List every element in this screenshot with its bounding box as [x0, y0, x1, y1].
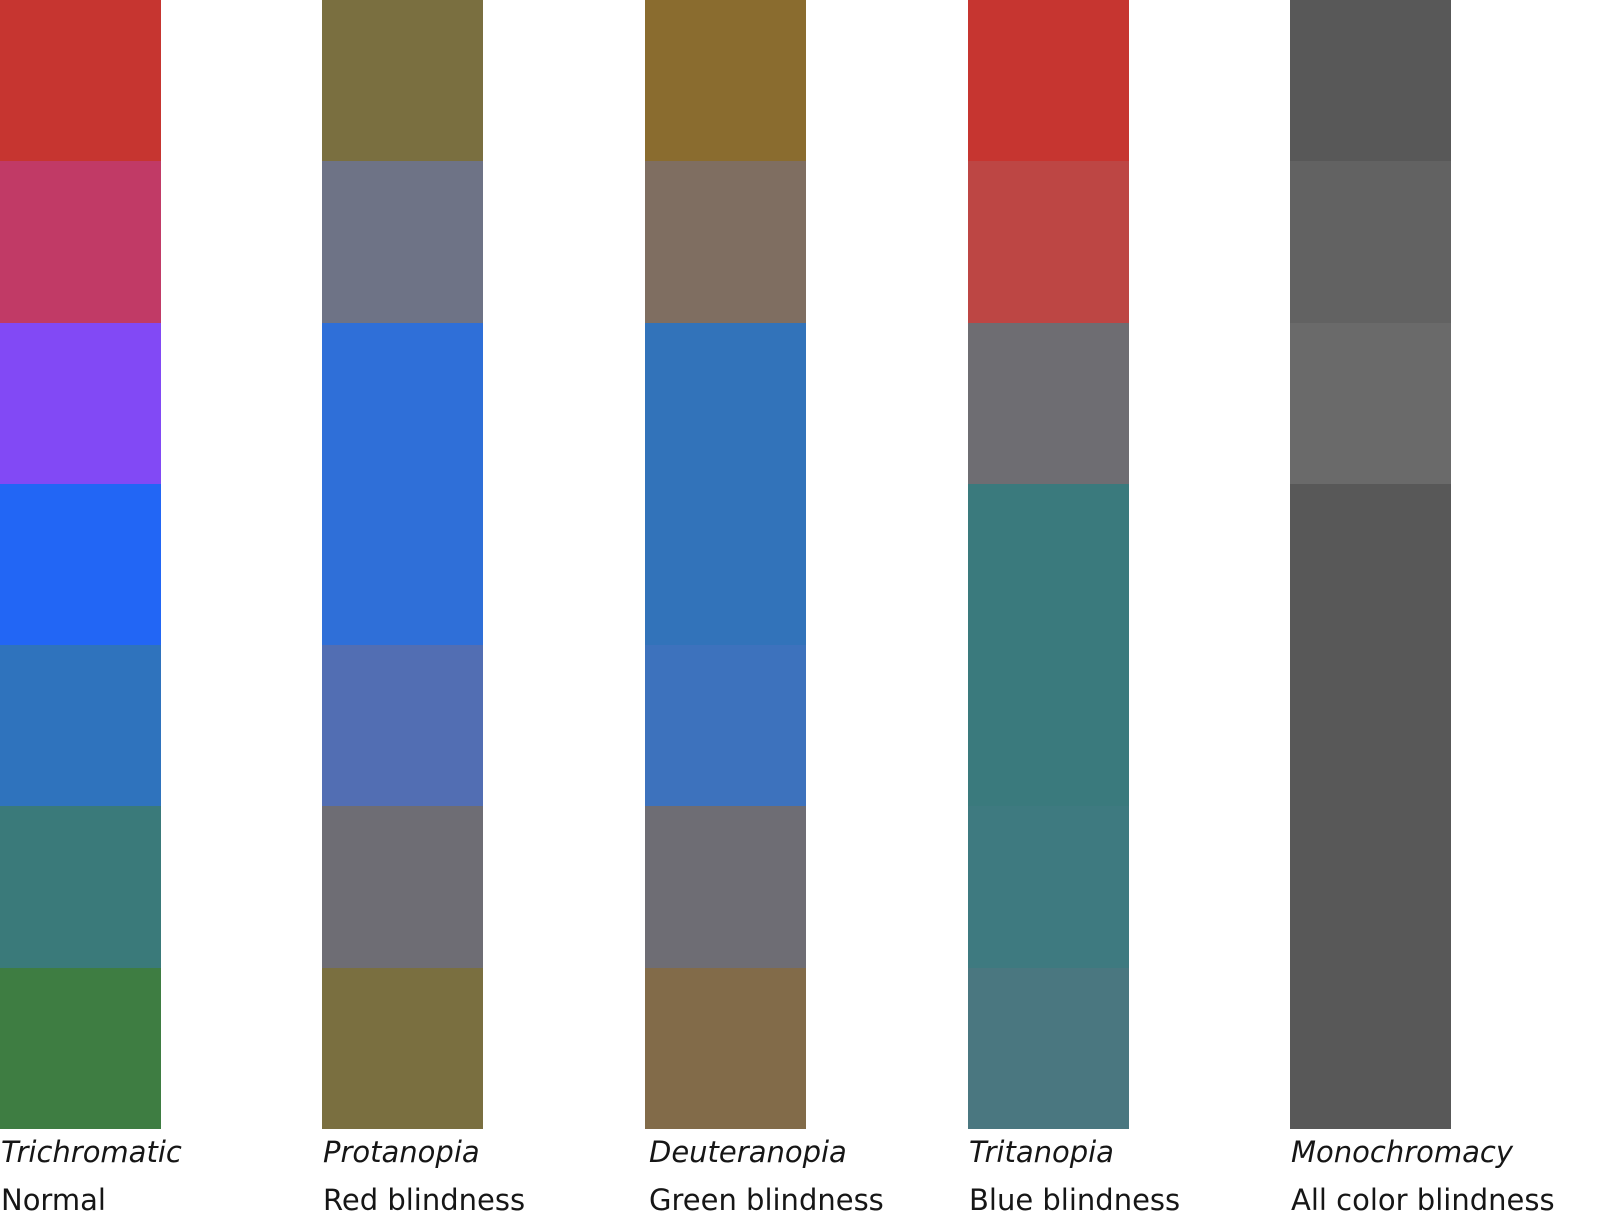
color-swatch-2 — [0, 161, 161, 323]
color-swatch-7 — [0, 967, 161, 1129]
swatch-stack — [1290, 0, 1451, 1129]
column-monochromacy: Monochromacy All color blindness — [1290, 0, 1555, 1217]
column-label: Deuteranopia Green blindness — [649, 1135, 884, 1224]
color-swatch-7 — [645, 967, 806, 1129]
color-swatch-3 — [322, 322, 483, 484]
color-swatch-5 — [322, 645, 483, 807]
color-swatch-5 — [0, 645, 161, 807]
color-swatch-7 — [1290, 967, 1451, 1129]
column-tritanopia: Tritanopia Blue blindness — [968, 0, 1180, 1217]
color-swatch-4 — [1290, 483, 1451, 646]
color-swatch-3 — [968, 322, 1129, 484]
vision-type-description: Green blindness — [649, 1183, 884, 1217]
color-swatch-4 — [968, 483, 1129, 646]
vision-type-name: Protanopia — [323, 1135, 480, 1169]
column-trichromatic: Trichromatic Normal — [0, 0, 182, 1217]
column-protanopia: Protanopia Red blindness — [322, 0, 525, 1217]
swatch-stack — [645, 0, 806, 1129]
color-swatch-4 — [645, 483, 806, 646]
column-label: Tritanopia Blue blindness — [969, 1135, 1181, 1224]
vision-type-description: All color blindness — [1291, 1183, 1555, 1217]
column-deuteranopia: Deuteranopia Green blindness — [645, 0, 884, 1217]
swatch-stack — [322, 0, 483, 1129]
color-swatch-6 — [645, 806, 806, 968]
color-swatch-4 — [322, 483, 483, 646]
column-label: Protanopia Red blindness — [323, 1135, 526, 1224]
vision-type-name: Deuteranopia — [649, 1135, 847, 1169]
color-swatch-5 — [1290, 645, 1451, 807]
vision-type-name: Monochromacy — [1291, 1135, 1514, 1169]
color-swatch-6 — [1290, 806, 1451, 968]
vision-type-description: Red blindness — [323, 1183, 526, 1217]
color-swatch-1 — [645, 0, 806, 162]
color-swatch-7 — [322, 967, 483, 1129]
color-swatch-1 — [322, 0, 483, 162]
color-swatch-2 — [645, 161, 806, 323]
color-swatch-6 — [0, 806, 161, 968]
color-swatch-1 — [968, 0, 1129, 162]
color-swatch-3 — [1290, 322, 1451, 484]
color-swatch-7 — [968, 967, 1129, 1129]
color-swatch-2 — [968, 161, 1129, 323]
swatch-stack — [0, 0, 161, 1129]
color-swatch-6 — [968, 806, 1129, 968]
color-swatch-2 — [322, 161, 483, 323]
color-swatch-2 — [1290, 161, 1451, 323]
swatch-stack — [968, 0, 1129, 1129]
vision-type-name: Trichromatic — [1, 1135, 182, 1169]
vision-type-description: Blue blindness — [969, 1183, 1181, 1217]
vision-type-name: Tritanopia — [969, 1135, 1114, 1169]
color-swatch-3 — [0, 322, 161, 484]
color-swatch-1 — [1290, 0, 1451, 162]
color-swatch-5 — [968, 645, 1129, 807]
color-swatch-6 — [322, 806, 483, 968]
column-label: Trichromatic Normal — [1, 1135, 182, 1224]
color-swatch-3 — [645, 322, 806, 484]
color-swatch-5 — [645, 645, 806, 807]
vision-type-description: Normal — [1, 1183, 106, 1217]
color-swatch-1 — [0, 0, 161, 162]
column-label: Monochromacy All color blindness — [1291, 1135, 1555, 1224]
color-swatch-4 — [0, 483, 161, 646]
